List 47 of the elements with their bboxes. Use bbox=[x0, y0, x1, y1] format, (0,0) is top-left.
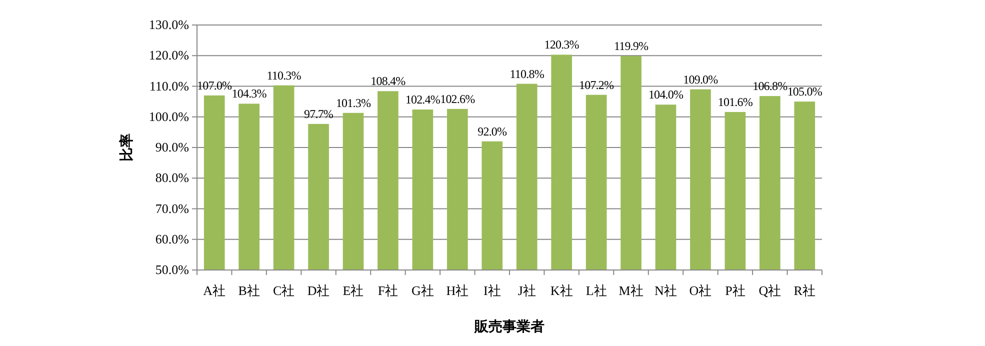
data-label: 101.6% bbox=[718, 94, 753, 109]
x-axis-title: 販売事業者 bbox=[474, 319, 544, 335]
data-label: 108.4% bbox=[370, 74, 406, 88]
x-tick-label: R社 bbox=[794, 283, 816, 298]
y-tick-label: 70.0% bbox=[155, 200, 190, 216]
data-label: 107.0% bbox=[197, 78, 232, 92]
x-tick-label: J社 bbox=[518, 283, 536, 298]
data-label: 110.8% bbox=[510, 66, 544, 81]
x-tick-label: G社 bbox=[412, 283, 434, 298]
data-label: 120.3% bbox=[544, 38, 580, 52]
y-tick-label: 120.0% bbox=[148, 48, 190, 63]
x-tick-label: A社 bbox=[203, 283, 226, 298]
data-label: 102.6% bbox=[440, 92, 476, 106]
x-tick-label: O社 bbox=[689, 283, 712, 298]
data-label: 105.0% bbox=[787, 84, 822, 99]
y-axis-title: 比率 bbox=[118, 134, 135, 162]
data-label: 104.0% bbox=[648, 88, 684, 102]
data-label: 119.9% bbox=[614, 38, 649, 53]
data-label: 107.2% bbox=[579, 78, 614, 92]
x-tick-label: M社 bbox=[618, 283, 644, 298]
x-tick-label: C社 bbox=[272, 283, 295, 298]
y-tick-label: 100.0% bbox=[148, 108, 190, 124]
data-label: 102.4% bbox=[405, 92, 440, 107]
data-label: 97.7% bbox=[304, 106, 334, 121]
y-tick-label: 90.0% bbox=[155, 140, 190, 154]
data-label: 109.0% bbox=[683, 72, 718, 86]
y-tick-label: 60.0% bbox=[155, 231, 190, 246]
x-tick-label: B社 bbox=[238, 283, 260, 298]
x-tick-label: Q社 bbox=[758, 283, 782, 298]
x-tick-label: H社 bbox=[446, 283, 469, 298]
data-label: 110.3% bbox=[266, 68, 302, 82]
data-label: 104.3% bbox=[232, 86, 267, 101]
x-tick-label: K社 bbox=[550, 283, 573, 298]
y-tick-label: 110.0% bbox=[149, 78, 190, 94]
y-tick-label: 80.0% bbox=[155, 170, 190, 186]
x-tick-label: N社 bbox=[654, 283, 677, 298]
x-tick-label: F社 bbox=[378, 283, 398, 298]
x-tick-label: I社 bbox=[483, 283, 501, 298]
y-tick-label: 50.0% bbox=[155, 262, 190, 277]
data-label: 92.0% bbox=[478, 124, 508, 138]
x-tick-label: P社 bbox=[725, 283, 746, 298]
data-label: 101.3% bbox=[336, 96, 371, 110]
x-tick-label: E社 bbox=[342, 283, 364, 298]
y-tick-label: 130.0% bbox=[148, 17, 190, 32]
x-tick-label: D社 bbox=[307, 283, 330, 298]
data-label: 106.8% bbox=[752, 79, 788, 94]
x-tick-label: L社 bbox=[586, 283, 607, 298]
